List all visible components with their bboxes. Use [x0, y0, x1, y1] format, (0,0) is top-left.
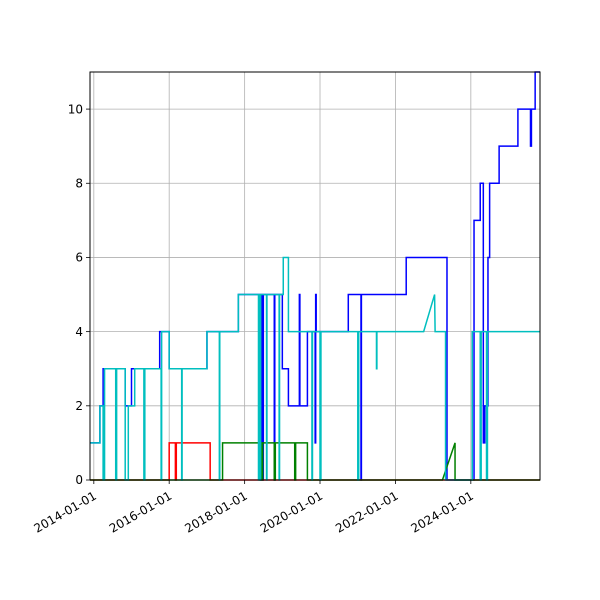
x-tick-label: 2018-01-01: [182, 489, 249, 536]
x-tick-label: 2020-01-01: [258, 489, 325, 536]
x-tick-label: 2016-01-01: [107, 489, 174, 536]
axes-frame: [89, 71, 541, 481]
x-tick-label: 2022-01-01: [333, 489, 400, 536]
y-tick-label: 2: [75, 399, 83, 413]
y-tick-label: 6: [75, 251, 83, 265]
x-axis: 2014-01-01 2016-01-01 2018-01-01 2020-01-01…: [32, 480, 476, 536]
x-tick-label: 2014-01-01: [32, 489, 99, 536]
y-tick-label: 8: [75, 176, 83, 190]
y-axis: 0 2 4 6 8 10: [68, 102, 90, 487]
x-tick-label: 2024-01-01: [409, 489, 476, 536]
series-group: [90, 71, 540, 481]
y-tick-label: 0: [75, 473, 83, 487]
y-tick-label: 10: [68, 102, 83, 116]
y-tick-label: 4: [75, 325, 83, 339]
